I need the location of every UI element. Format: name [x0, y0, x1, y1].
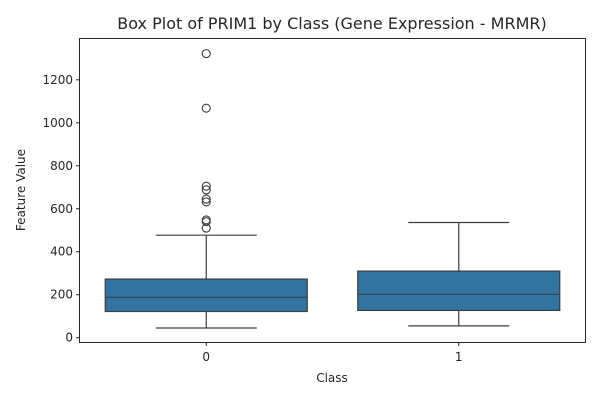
- x-tick-label: 0: [202, 350, 210, 364]
- y-tick-label: 1000: [42, 116, 73, 130]
- y-tick-label: 600: [50, 202, 73, 216]
- outlier-point: [201, 181, 211, 191]
- chart-title: Box Plot of PRIM1 by Class (Gene Express…: [117, 14, 546, 33]
- plot-area: [104, 49, 561, 329]
- box-group-class-1: [357, 221, 561, 327]
- outlier-point: [201, 49, 211, 59]
- y-tick-label: 400: [50, 245, 73, 259]
- axes: 0 200 400 600 800 1000 1200 0 1: [42, 73, 462, 364]
- outlier-point: [201, 197, 211, 207]
- outlier-point: [201, 194, 211, 204]
- y-axis-title: Feature Value: [14, 149, 28, 231]
- box-group-class-0: [104, 49, 308, 329]
- iqr-box: [104, 278, 308, 313]
- y-tick-label: 1200: [42, 73, 73, 87]
- outlier-point: [201, 185, 211, 195]
- y-tick-label: 800: [50, 159, 73, 173]
- iqr-box: [357, 270, 561, 312]
- y-tick-label: 0: [65, 331, 73, 345]
- plot-frame: [79, 38, 586, 343]
- x-tick-label: 1: [455, 350, 463, 364]
- x-axis-title: Class: [316, 371, 348, 385]
- outlier-point: [201, 103, 211, 113]
- outlier-point: [201, 215, 211, 225]
- y-tick-label: 200: [50, 288, 73, 302]
